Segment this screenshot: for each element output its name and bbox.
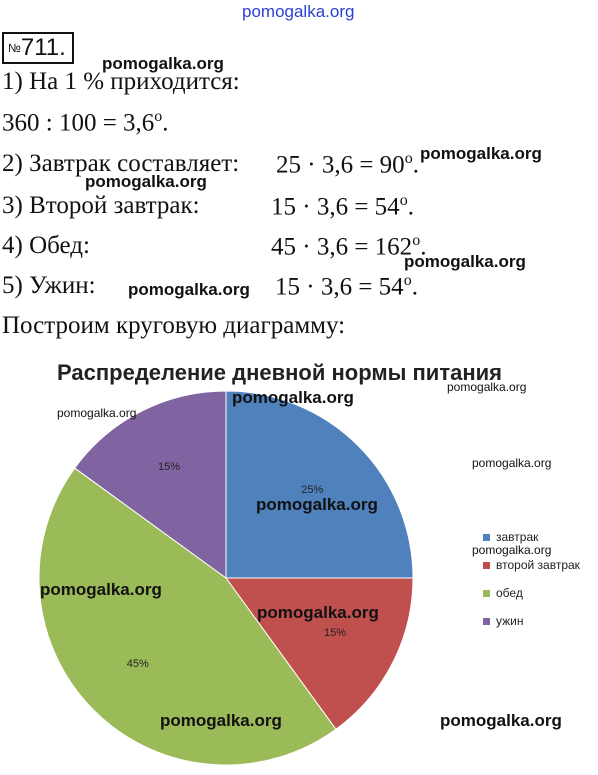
watermark: pomogalka.org bbox=[447, 380, 527, 394]
line-3-label: 2) Завтрак составляет: bbox=[2, 150, 240, 177]
line-5-label: 4) Обед: bbox=[2, 232, 90, 259]
line-2-text: 360 : 100 = 3,6 bbox=[2, 109, 155, 137]
number-sign: № bbox=[8, 41, 21, 55]
watermark: pomogalka.org bbox=[102, 54, 224, 73]
legend-item: обед bbox=[483, 586, 523, 600]
line-6-calc: 15 · 3,6 = 54о. bbox=[275, 272, 418, 301]
degree-mark: о bbox=[412, 232, 421, 249]
watermark: pomogalka.org bbox=[472, 456, 552, 470]
line-2-dot: . bbox=[162, 109, 169, 137]
line-3-dot: . bbox=[412, 151, 419, 179]
line-4-label: 3) Второй завтрак: bbox=[2, 192, 200, 219]
line-5-calc: 45 · 3,6 = 162о. bbox=[271, 232, 426, 261]
watermark: pomogalka.org bbox=[404, 252, 526, 271]
degree-mark: о bbox=[404, 150, 413, 167]
watermark: pomogalka.org bbox=[160, 711, 282, 730]
chart-title: Распределение дневной нормы питания bbox=[57, 360, 502, 385]
line-4-calc-text: 15 · 3,6 = 54 bbox=[271, 193, 400, 221]
watermark: pomogalka.org bbox=[440, 711, 562, 730]
line-6-dot: . bbox=[411, 273, 418, 301]
watermark: pomogalka.org bbox=[232, 388, 354, 407]
slice-label: 15% bbox=[323, 627, 346, 640]
legend-swatch bbox=[483, 534, 490, 542]
legend-item: ужин bbox=[483, 614, 524, 628]
watermark: pomogalka.org bbox=[40, 580, 162, 599]
watermark: pomogalka.org bbox=[257, 603, 379, 622]
watermark: pomogalka.org bbox=[57, 406, 137, 420]
line-2: 360 : 100 = 3,6о. bbox=[2, 108, 169, 137]
legend-swatch bbox=[483, 590, 490, 598]
watermark: pomogalka.org bbox=[472, 543, 552, 557]
watermark: pomogalka.org bbox=[256, 495, 378, 514]
pie-slice-3 bbox=[74, 390, 227, 579]
line-6-calc-text: 15 · 3,6 = 54 bbox=[275, 273, 404, 301]
watermark: pomogalka.org bbox=[128, 280, 250, 299]
pie-slice-2 bbox=[38, 467, 337, 766]
legend-item: второй завтрак bbox=[483, 558, 580, 572]
legend-item: завтрак bbox=[483, 530, 538, 544]
line-5-dot: . bbox=[420, 233, 427, 261]
number-value: 711. bbox=[20, 34, 66, 61]
pie-slice-0 bbox=[225, 390, 414, 579]
line-3-calc: 25 · 3,6 = 90о. bbox=[276, 150, 419, 179]
line-7: Построим круговую диаграмму: bbox=[2, 312, 346, 339]
watermark: pomogalka.org bbox=[420, 144, 542, 163]
line-3-calc-text: 25 · 3,6 = 90 bbox=[276, 151, 405, 179]
slice-label: 45% bbox=[126, 658, 149, 671]
slice-label: 15% bbox=[157, 461, 180, 474]
legend-label: второй завтрак bbox=[496, 558, 580, 572]
problem-number: №711. bbox=[2, 32, 74, 64]
legend-label: ужин bbox=[496, 614, 524, 628]
legend-swatch bbox=[483, 562, 490, 570]
watermark-top: pomogalka.org bbox=[242, 2, 355, 21]
legend-label: завтрак bbox=[496, 530, 539, 544]
watermark: pomogalka.org bbox=[85, 172, 207, 191]
degree-mark: о bbox=[399, 192, 408, 209]
line-5-calc-text: 45 · 3,6 = 162 bbox=[271, 233, 413, 261]
legend-swatch bbox=[483, 618, 490, 626]
line-1: 1) На 1 % приходится: bbox=[2, 68, 240, 95]
line-4-dot: . bbox=[407, 193, 414, 221]
degree-mark: о bbox=[403, 272, 412, 289]
pie-slice-1 bbox=[225, 577, 414, 730]
legend-label: обед bbox=[496, 586, 523, 600]
slice-label: 25% bbox=[301, 483, 324, 496]
line-6-label: 5) Ужин: bbox=[2, 272, 96, 299]
degree-mark: о bbox=[154, 108, 163, 125]
line-4-calc: 15 · 3,6 = 54о. bbox=[271, 192, 414, 221]
